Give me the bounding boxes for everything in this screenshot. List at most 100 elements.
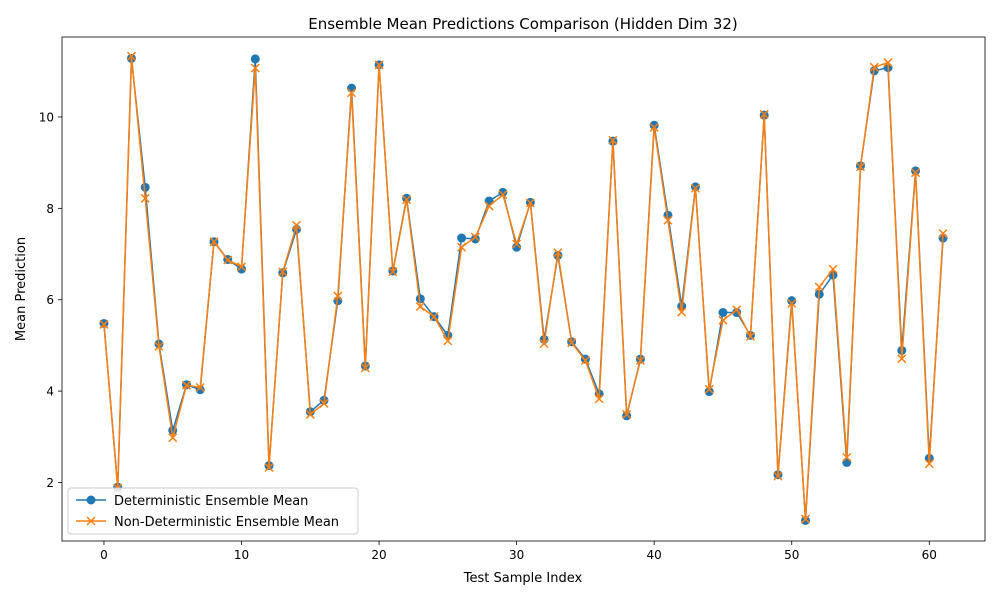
data-point <box>828 264 838 274</box>
data-point <box>924 459 934 469</box>
data-point <box>842 452 852 462</box>
series-1 <box>99 51 948 524</box>
data-point <box>897 354 907 364</box>
y-axis-label: Mean Prediction <box>14 237 29 341</box>
data-point <box>209 237 219 247</box>
data-point <box>718 308 728 318</box>
data-point <box>553 248 563 258</box>
data-point <box>663 215 673 225</box>
data-point <box>690 182 700 192</box>
legend-marker-nondeterministic <box>86 516 96 526</box>
data-point <box>374 60 384 70</box>
data-point <box>938 228 948 239</box>
y-tick-label: 6 <box>46 293 54 307</box>
data-point <box>498 187 508 197</box>
data-point <box>236 262 247 272</box>
legend: Deterministic Ensemble Mean Non-Determin… <box>67 487 359 535</box>
data-point <box>347 83 357 93</box>
series-layer <box>99 51 948 525</box>
data-point <box>759 109 769 119</box>
data-point <box>732 305 742 315</box>
data-point <box>677 307 687 317</box>
data-point <box>814 282 824 292</box>
data-point <box>140 193 150 203</box>
x-tick-label: 50 <box>784 548 799 562</box>
x-tick-label: 30 <box>509 548 524 562</box>
data-point <box>649 122 659 133</box>
series-line <box>103 55 944 520</box>
data-point <box>154 341 164 351</box>
data-point <box>800 515 810 525</box>
y-tick-label: 10 <box>39 110 54 124</box>
data-point <box>319 398 329 408</box>
data-point <box>773 471 783 481</box>
data-point <box>360 363 370 373</box>
data-point <box>608 135 618 145</box>
data-point <box>429 312 439 322</box>
data-point <box>470 234 480 244</box>
data-point <box>305 409 315 419</box>
data-point <box>250 63 260 73</box>
x-tick-label: 60 <box>922 548 937 562</box>
data-point <box>911 166 921 176</box>
data-point <box>168 433 178 443</box>
y-tick-label: 4 <box>46 385 54 399</box>
data-point <box>649 120 659 130</box>
data-point <box>415 294 425 304</box>
data-point <box>525 198 535 208</box>
data-point <box>910 168 921 178</box>
data-point <box>278 267 288 277</box>
data-point <box>250 54 260 64</box>
data-point <box>457 233 467 243</box>
data-point <box>718 315 728 325</box>
x-tick-label: 0 <box>100 548 108 562</box>
data-point <box>580 355 590 366</box>
data-point <box>402 193 412 203</box>
data-point <box>787 296 797 306</box>
data-point <box>622 409 632 419</box>
data-point <box>99 319 109 329</box>
data-point <box>704 384 714 394</box>
plot-area: 0 10 20 30 40 50 60 2 4 6 8 10 <box>39 36 986 562</box>
data-point <box>539 339 549 349</box>
data-point <box>415 302 425 312</box>
data-point <box>498 190 508 200</box>
data-point <box>126 51 137 61</box>
legend-box <box>67 487 359 535</box>
data-point <box>635 355 645 366</box>
y-axis: 2 4 6 8 10 <box>39 110 62 490</box>
data-point <box>140 182 150 192</box>
data-point <box>800 514 811 524</box>
x-axis: 0 10 20 30 40 50 60 <box>100 541 937 562</box>
data-point <box>195 382 205 393</box>
data-point <box>622 411 632 421</box>
x-axis-label: Test Sample Index <box>463 571 583 586</box>
data-point <box>333 291 343 301</box>
data-point <box>594 394 604 404</box>
data-point <box>855 162 866 172</box>
data-point <box>745 331 756 341</box>
legend-label-deterministic: Deterministic Ensemble Mean <box>114 494 308 509</box>
data-point <box>223 255 233 265</box>
plot-background <box>62 37 985 541</box>
data-point <box>402 195 412 205</box>
data-point <box>457 242 467 252</box>
y-tick-label: 8 <box>46 202 54 216</box>
data-point <box>181 380 192 390</box>
x-tick-label: 10 <box>234 548 249 562</box>
data-point <box>470 232 480 242</box>
data-point <box>869 62 879 72</box>
data-point <box>264 462 274 472</box>
data-point <box>512 239 522 249</box>
data-point <box>690 183 700 193</box>
data-point <box>291 220 302 230</box>
data-point <box>567 338 577 348</box>
chart-title: Ensemble Mean Predictions Comparison (Hi… <box>308 15 738 33</box>
legend-label-nondeterministic: Non-Deterministic Ensemble Mean <box>114 515 339 530</box>
data-point <box>883 58 893 68</box>
data-point <box>388 267 398 277</box>
data-point <box>237 264 247 274</box>
legend-marker-deterministic <box>86 495 96 505</box>
data-point <box>842 457 852 467</box>
